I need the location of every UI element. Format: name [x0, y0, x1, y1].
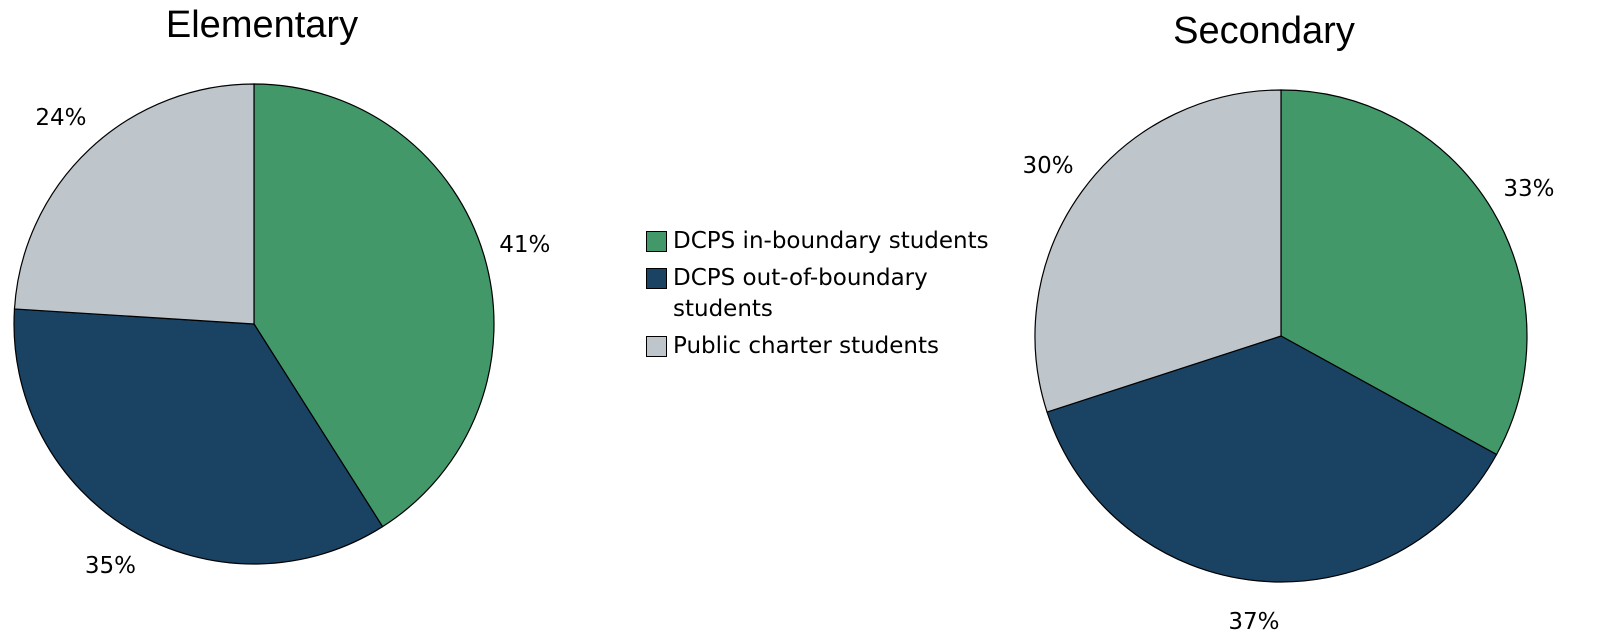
legend-label: DCPS in-boundary students [673, 228, 989, 254]
legend-swatch [646, 336, 667, 357]
legend-swatch [646, 268, 667, 289]
pie-slice [13, 83, 255, 325]
pie-slice [1034, 89, 1282, 413]
chart-title: Secondary [1173, 10, 1355, 52]
legend-swatch [646, 231, 667, 252]
data-label: 30% [1022, 153, 1073, 179]
legend-label: Public charter students [673, 333, 939, 359]
data-label: 41% [499, 232, 550, 258]
legend-item: DCPS out-of-boundary students [646, 263, 991, 325]
legend-item: DCPS in-boundary students [646, 226, 991, 257]
legend-item: Public charter students [646, 331, 991, 362]
pie-slice [1046, 335, 1498, 583]
legend-label: DCPS out-of-boundary students [673, 265, 928, 322]
chart-title: Elementary [166, 4, 358, 46]
legend: DCPS in-boundary students DCPS out-of-bou… [646, 226, 991, 368]
pie-slice [253, 83, 495, 528]
data-label: 24% [35, 105, 86, 131]
pie-slice [13, 308, 384, 565]
data-label: 35% [85, 553, 136, 579]
data-label: 37% [1228, 609, 1279, 635]
data-label: 33% [1503, 176, 1554, 202]
pie-slice [1280, 89, 1528, 456]
